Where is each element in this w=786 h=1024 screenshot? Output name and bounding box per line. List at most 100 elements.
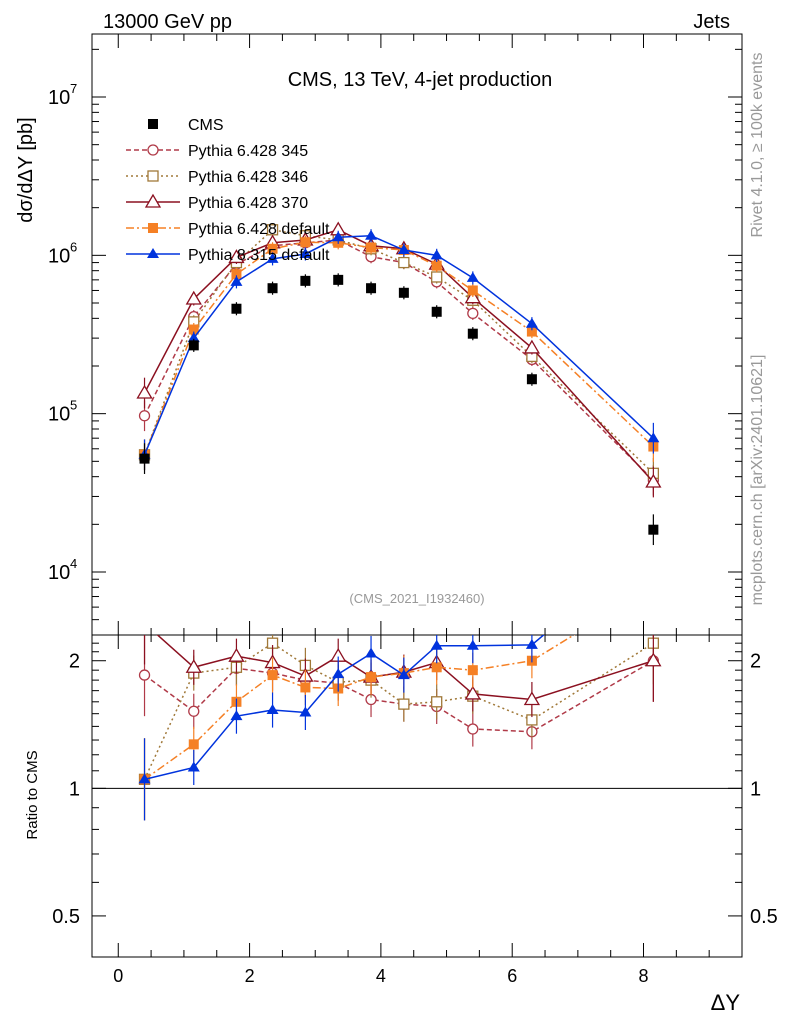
ratio-point-pythia-6-428-default <box>431 662 442 673</box>
data-point-pythia-6-428-370 <box>185 290 202 305</box>
y-tick-label-exponent: 4 <box>70 556 77 571</box>
ratio-point-pythia-8-315-default <box>230 710 243 721</box>
data-point-pythia-8-315-default <box>187 332 200 343</box>
data-point-pythia-6-428-default <box>526 326 537 337</box>
ratio-plot-frame <box>91 634 743 958</box>
data-point-pythia-6-428-346 <box>398 256 410 269</box>
data-point-pythia-6-428-345 <box>467 307 479 320</box>
legend-marker-pythia-6-428-370 <box>144 193 162 208</box>
ratio-point-pythia-6-428-346 <box>398 698 410 710</box>
y-tick-label: 10 <box>48 87 70 109</box>
legend-label-pythia-8-315-default: Pythia 8.315 default <box>188 247 330 264</box>
data-point-cms <box>526 374 537 385</box>
ratio-point-pythia-6-428-370 <box>185 658 202 673</box>
data-point-cms <box>333 274 344 285</box>
y-tick-label-exponent: 7 <box>70 81 77 96</box>
data-point-pythia-6-428-default <box>366 242 377 253</box>
series-line-pythia-6-428-default <box>143 241 654 456</box>
data-point-pythia-6-428-default <box>467 285 478 296</box>
ratio-tick-label-left: 0.5 <box>52 906 80 928</box>
data-point-cms <box>431 306 442 317</box>
header-left: 13000 GeV pp <box>103 11 232 33</box>
data-point-pythia-8-315-default <box>397 244 410 255</box>
data-point-pythia-6-428-default <box>267 243 278 254</box>
data-point-pythia-8-315-default <box>466 271 479 282</box>
data-point-pythia-6-428-default <box>431 260 442 271</box>
ratio-tick-label-left: 1 <box>69 778 80 800</box>
ratio-point-pythia-6-428-370 <box>464 685 481 700</box>
ratio-point-pythia-6-428-default <box>366 672 377 683</box>
data-point-cms <box>366 283 377 294</box>
data-point-pythia-8-315-default <box>299 247 312 258</box>
data-point-pythia-6-428-default <box>300 237 311 248</box>
ratio-point-pythia-6-428-default <box>267 670 278 681</box>
ratio-point-pythia-6-428-default <box>648 581 658 591</box>
data-point-pythia-8-315-default <box>647 432 660 443</box>
y-tick-label: 10 <box>48 404 70 426</box>
data-point-cms <box>231 303 242 314</box>
ratio-point-pythia-8-315-default <box>138 773 151 784</box>
y-tick-label-exponent: 5 <box>70 398 77 413</box>
ratio-line-pythia-6-428-346 <box>143 642 654 780</box>
analysis-id: (CMS_2021_I1932460) <box>349 591 484 606</box>
x-tick-label: 8 <box>639 966 649 986</box>
ratio-point-pythia-8-315-default <box>266 704 279 715</box>
data-point-pythia-6-428-345 <box>138 410 151 422</box>
x-tick-label: 4 <box>376 966 386 986</box>
legend-label-pythia-6-428-345: Pythia 6.428 345 <box>188 143 308 160</box>
ratio-tick-label-left: 2 <box>69 651 80 673</box>
data-point-pythia-6-428-370 <box>523 339 541 354</box>
main-plot-area <box>136 221 662 546</box>
ratio-point-pythia-6-428-370 <box>228 647 245 662</box>
x-axis-label: ΔY <box>711 990 741 1015</box>
y-axis-label: dσ/dΔY [pb] <box>15 117 37 222</box>
x-tick-label: 2 <box>245 966 255 986</box>
data-point-pythia-8-315-default <box>525 317 538 328</box>
ratio-point-pythia-6-428-370 <box>645 652 662 667</box>
ratio-point-pythia-8-315-default <box>365 647 378 658</box>
data-point-cms <box>398 287 409 298</box>
legend-marker-pythia-6-428-default <box>148 223 158 233</box>
ratio-line-pythia-6-428-370 <box>156 635 654 701</box>
ratio-point-pythia-6-428-370 <box>523 691 541 706</box>
series-line-pythia-6-428-345 <box>143 239 654 481</box>
ratio-point-pythia-6-428-345 <box>138 669 151 681</box>
data-point-cms <box>300 275 311 286</box>
series-line-pythia-6-428-370 <box>143 228 654 483</box>
data-point-cms <box>267 283 278 294</box>
ratio-point-pythia-6-428-346 <box>431 696 443 708</box>
ratio-tick-label-right: 2 <box>750 651 761 673</box>
header-right: Jets <box>693 11 730 33</box>
ratio-point-pythia-8-315-default <box>187 761 200 772</box>
legend-marker-cms <box>148 119 158 129</box>
ratio-point-pythia-6-428-default <box>300 682 311 693</box>
mcplots-label: mcplots.cern.ch [arXiv:2401.10621] <box>749 355 766 606</box>
data-point-pythia-6-428-default <box>188 324 199 335</box>
ratio-line-pythia-8-315-default <box>144 635 545 781</box>
data-point-pythia-6-428-370 <box>228 249 245 264</box>
data-point-cms <box>648 524 659 535</box>
ratio-y-axis-label: Ratio to CMS <box>24 750 41 839</box>
rivet-label: Rivet 4.1.0, ≥ 100k events <box>749 53 766 238</box>
ratio-tick-label-right: 0.5 <box>750 906 778 928</box>
data-point-pythia-8-315-default <box>266 252 279 263</box>
ratio-line-pythia-6-428-default <box>144 635 576 780</box>
ratio-line-pythia-6-428-345 <box>144 660 654 733</box>
legend-label-cms: CMS <box>188 117 224 134</box>
legend-marker-pythia-6-428-346 <box>147 170 159 182</box>
data-point-pythia-6-428-370 <box>136 384 153 399</box>
ratio-point-pythia-8-315-default <box>525 638 538 649</box>
y-tick-label-exponent: 6 <box>70 239 77 254</box>
ratio-point-pythia-8-315-default <box>397 669 410 680</box>
legend-marker-pythia-8-315-default <box>147 248 159 258</box>
ratio-point-pythia-6-428-default <box>188 739 199 750</box>
data-point-pythia-8-315-default <box>430 249 443 260</box>
y-tick-label: 10 <box>48 562 70 584</box>
ratio-point-pythia-8-315-default <box>430 639 443 650</box>
legend-label-pythia-6-428-default: Pythia 6.428 default <box>188 221 330 238</box>
data-point-pythia-8-315-default <box>230 275 243 286</box>
data-point-pythia-6-428-370 <box>645 473 662 488</box>
x-tick-label: 6 <box>507 966 517 986</box>
data-point-cms <box>467 328 478 339</box>
